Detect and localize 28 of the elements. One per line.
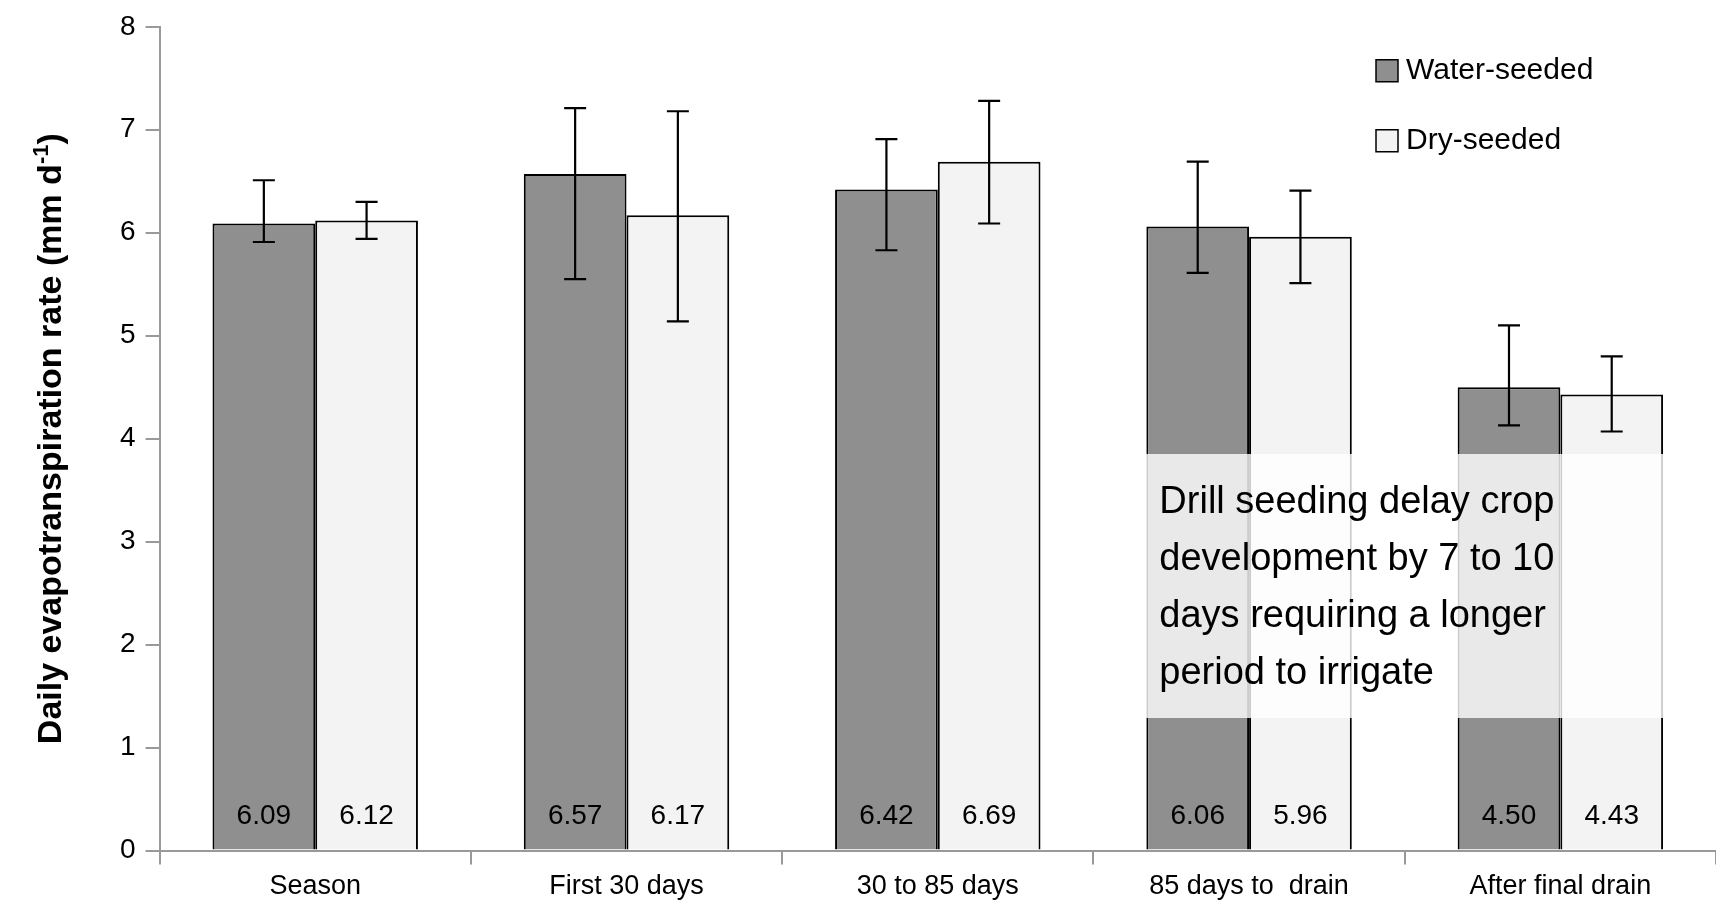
y-tick-label: 6: [119, 215, 136, 247]
y-tick-label: 1: [119, 730, 136, 762]
data-label: 4.43: [1584, 799, 1639, 831]
y-tick-label: 5: [119, 318, 136, 350]
data-label: 4.50: [1481, 799, 1537, 831]
data-label: 6.57: [547, 799, 603, 831]
y-axis-title: Daily evapotranspiration rate (mm d-1): [28, 133, 69, 745]
y-tick-label: 0: [119, 833, 136, 865]
y-tick-label: 4: [119, 421, 136, 453]
data-label: 6.12: [339, 799, 394, 831]
annotation: Drill seeding delay crop development by 7 to 10 days requiring a longer period to irrigate: [1159, 478, 1556, 695]
data-label: 6.09: [236, 799, 292, 831]
x-tick-label: 85 days to drain: [1149, 870, 1349, 901]
x-tick-label: After final drain: [1469, 870, 1652, 901]
data-label: 6.69: [961, 799, 1017, 831]
x-tick-label: 30 to 85 days: [856, 870, 1019, 901]
x-tick-label: First 30 days: [549, 870, 704, 901]
data-label: 6.42: [859, 799, 914, 831]
y-tick-label: 7: [119, 112, 136, 144]
y-tick-label: 8: [119, 9, 136, 41]
data-label: 6.06: [1170, 799, 1225, 831]
legend-label: Dry-seeded: [1406, 122, 1562, 156]
y-tick-label: 2: [119, 627, 136, 659]
x-tick-label: Season: [269, 870, 361, 901]
y-tick-label: 3: [119, 524, 136, 556]
legend-label: Water-seeded: [1406, 52, 1594, 86]
data-label: 5.96: [1273, 799, 1328, 831]
data-label: 6.17: [650, 799, 706, 831]
